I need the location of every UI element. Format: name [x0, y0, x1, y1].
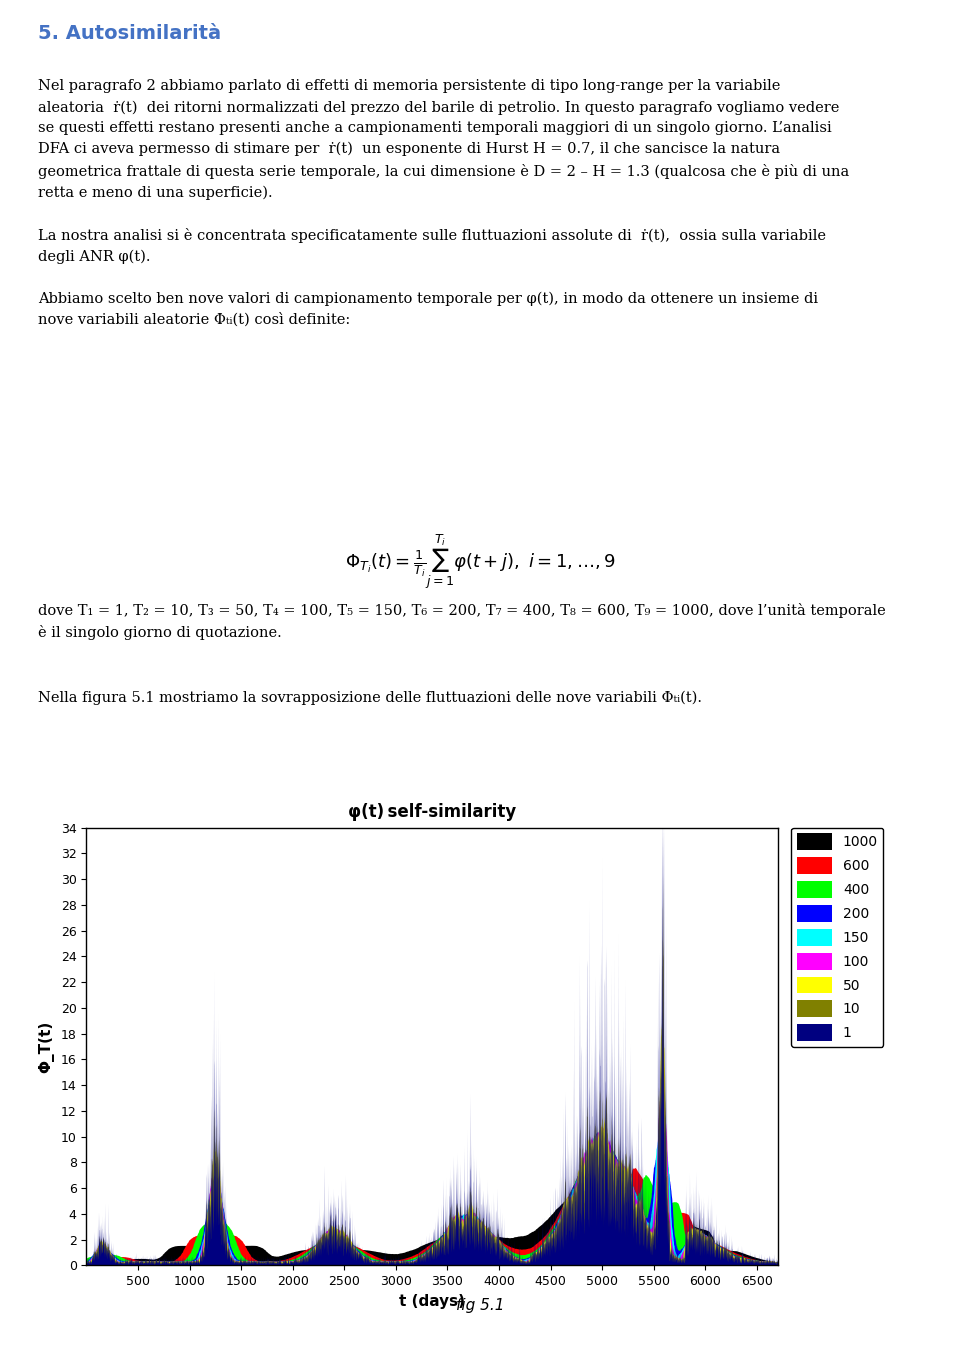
Text: dove T₁ = 1, T₂ = 10, T₃ = 50, T₄ = 100, T₅ = 150, T₆ = 200, T₇ = 400, T₈ = 600,: dove T₁ = 1, T₂ = 10, T₃ = 50, T₄ = 100,… [38, 603, 886, 640]
Text: fig 5.1: fig 5.1 [456, 1298, 504, 1313]
Y-axis label: Φ_T(t): Φ_T(t) [37, 1021, 54, 1073]
Legend: 1000, 600, 400, 200, 150, 100, 50, 10, 1: 1000, 600, 400, 200, 150, 100, 50, 10, 1 [791, 828, 883, 1047]
X-axis label: t (days): t (days) [399, 1294, 465, 1309]
Text: 5. Autosimilarità: 5. Autosimilarità [38, 23, 222, 42]
Title: φ(t) self-similarity: φ(t) self-similarity [348, 803, 516, 821]
Text: Nel paragrafo 2 abbiamo parlato di effetti di memoria persistente di tipo long-r: Nel paragrafo 2 abbiamo parlato di effet… [38, 79, 850, 327]
Text: Nella figura 5.1 mostriamo la sovrapposizione delle fluttuazioni delle nove vari: Nella figura 5.1 mostriamo la sovrapposi… [38, 691, 703, 705]
Text: $\Phi_{T_i}(t) = \frac{1}{T_i}\sum_{j=1}^{T_i}\varphi(t+j),\ i=1,\ldots,9$: $\Phi_{T_i}(t) = \frac{1}{T_i}\sum_{j=1}… [345, 532, 615, 591]
